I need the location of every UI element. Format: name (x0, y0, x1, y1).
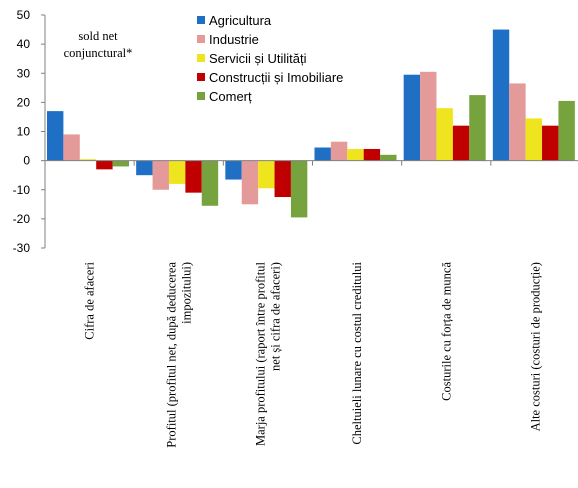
legend: Agricultura Industrie Servicii și Utilităț… (197, 13, 343, 104)
legend-swatch (197, 16, 205, 24)
bar (241, 160, 259, 205)
bar (452, 125, 470, 161)
legend-label: Industrie (209, 32, 259, 47)
bar (403, 74, 421, 161)
bar (558, 100, 575, 161)
bar (525, 118, 543, 161)
bar (469, 95, 486, 161)
x-tick-label: Cheltuieli lunare cu costul creditului (350, 261, 364, 444)
legend-swatch (197, 73, 205, 81)
legend-swatch (197, 92, 205, 100)
x-tick-label: Alte costuri (costuri de producție) (528, 262, 542, 431)
category-labels: Cifra de afaceri Profitul (profitul net, … (83, 261, 543, 447)
legend-label: Agricultura (209, 13, 272, 28)
bar (330, 141, 348, 161)
x-tick-label: Profitul (profitul net, după deducerea (164, 262, 178, 448)
x-tick-label: impozitului) (179, 262, 193, 324)
bar (225, 160, 242, 180)
bar (492, 29, 510, 161)
bar (347, 148, 364, 161)
legend-label: Servicii și Utilități (209, 51, 307, 66)
bar (112, 160, 129, 167)
y-tick-label: 10 (17, 125, 31, 139)
legend-label: Construcții și Imobiliare (209, 70, 343, 85)
bar (363, 148, 381, 161)
legend-swatch (197, 35, 205, 43)
legend-swatch (197, 54, 205, 62)
bar (290, 160, 308, 218)
bar (185, 160, 202, 193)
y-tick-label: 30 (17, 66, 31, 80)
bar (168, 160, 186, 184)
y-tick-label: 20 (17, 95, 31, 109)
bars (47, 29, 575, 218)
bar (201, 160, 219, 206)
x-tick-label: Marja profitului (raport între profitul (253, 261, 267, 445)
bar (96, 160, 113, 170)
bar (152, 160, 169, 190)
x-tick-label: Cifra de afaceri (83, 261, 97, 339)
bar (136, 160, 153, 176)
y-tick-label: -10 (13, 183, 31, 197)
annotation-text: sold net conjunctural* (64, 29, 133, 60)
bar (47, 111, 64, 161)
bar (380, 154, 397, 161)
x-tick-label: net și cifra de afaceri) (268, 262, 282, 371)
bar (420, 71, 437, 161)
y-tick-label: -30 (13, 241, 31, 255)
bar (436, 108, 453, 161)
bar (274, 160, 291, 198)
legend-label: Comerț (209, 89, 252, 104)
y-tick-label: 0 (23, 154, 30, 168)
y-axis-ticks: 50 40 30 20 10 0 -10 -20 -30 (13, 8, 45, 255)
y-tick-label: 40 (17, 37, 31, 51)
y-tick-label: 50 (17, 8, 31, 22)
y-tick-label: -20 (13, 212, 31, 226)
bar (79, 159, 97, 161)
bar (542, 125, 559, 161)
bar (314, 147, 331, 161)
axes (44, 15, 578, 248)
bar (509, 83, 526, 161)
x-tick-label: Costurile cu forța de muncă (439, 262, 453, 401)
bar (258, 160, 275, 189)
bar (63, 134, 80, 161)
